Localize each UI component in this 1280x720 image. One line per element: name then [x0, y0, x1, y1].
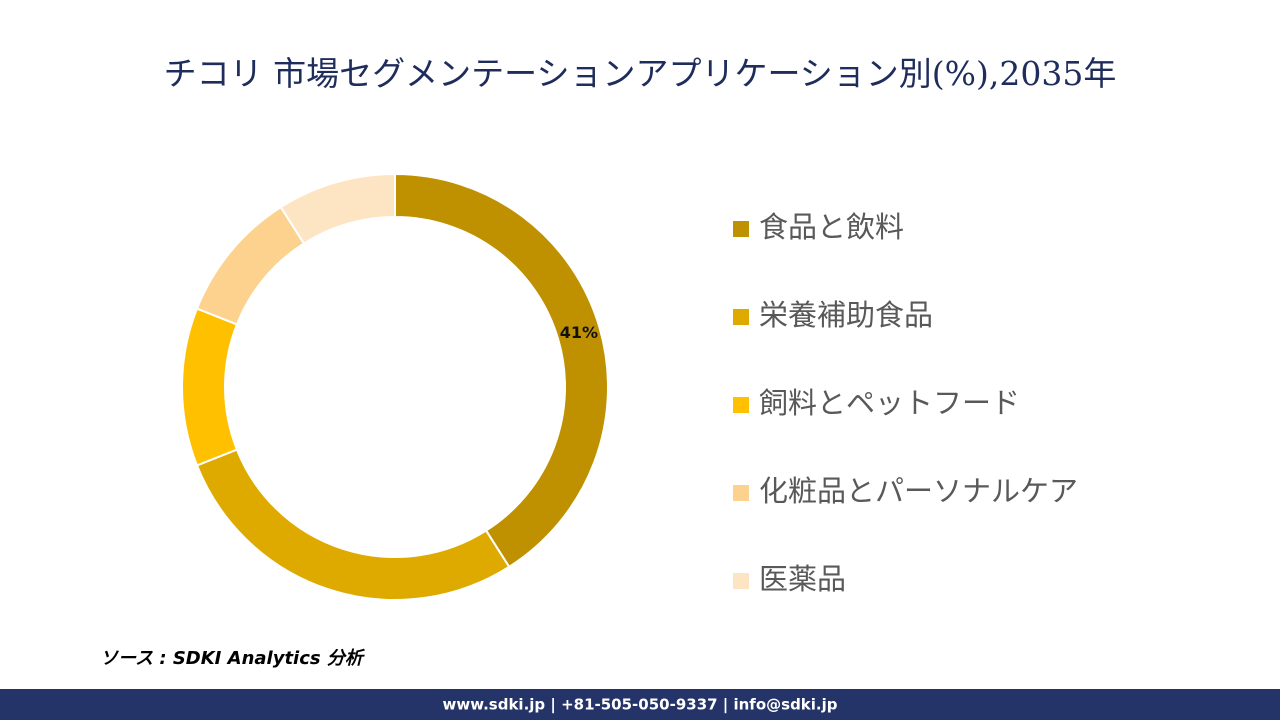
legend-swatch: [733, 221, 749, 237]
legend-label: 飼料とペットフード: [759, 386, 1020, 420]
legend-label: 食品と飲料: [759, 210, 904, 244]
legend-swatch: [733, 573, 749, 589]
slice: [181, 307, 239, 467]
slice: [279, 172, 396, 245]
value-label: 41%: [560, 323, 598, 342]
slice: [394, 172, 609, 569]
footer: www.sdki.jp | +81-505-050-9337 | info@sd…: [442, 696, 837, 715]
legend-swatch: [733, 397, 749, 413]
legend-swatch: [733, 485, 749, 501]
slice: [195, 448, 511, 601]
source: ソース : SDKI Analytics 分析: [100, 648, 366, 669]
chart-title: チコリ 市場セグメンテーションアプリケーション別(%),2035年: [164, 54, 1117, 93]
legend-label: 化粧品とパーソナルケア: [759, 474, 1078, 508]
legend-swatch: [733, 309, 749, 325]
slice: [195, 205, 306, 326]
donut: 41%: [181, 172, 609, 601]
footer-bar: [0, 689, 1280, 720]
legend-label: 栄養補助食品: [759, 298, 933, 332]
legend-label: 医薬品: [759, 562, 846, 596]
